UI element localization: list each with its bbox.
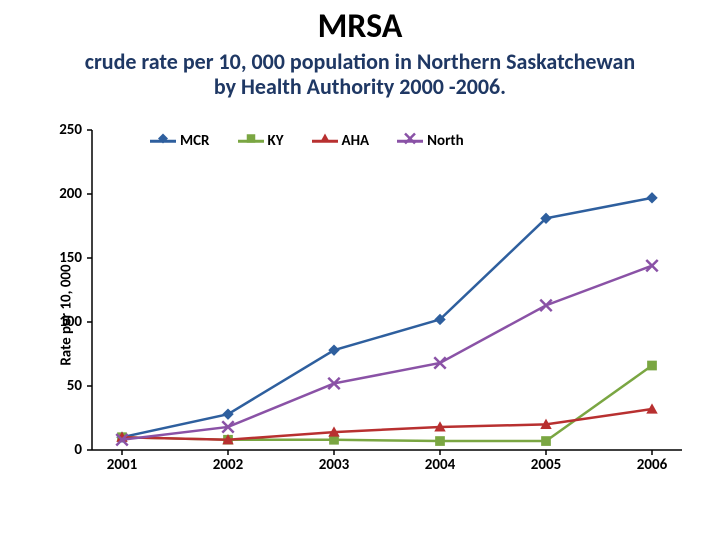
- y-tick-label: 50: [42, 377, 82, 395]
- x-tick-label: 2003: [319, 456, 349, 474]
- data-marker-ky: [435, 436, 445, 446]
- data-marker-north: [646, 260, 657, 271]
- y-tick-label: 100: [42, 313, 82, 331]
- line-chart-svg: [92, 130, 682, 450]
- chart-title: MRSA: [0, 0, 720, 47]
- x-tick-label: 2006: [637, 456, 667, 474]
- slide: MRSA crude rate per 10, 000 population i…: [0, 0, 720, 540]
- y-tick-label: 0: [42, 441, 82, 459]
- y-tick-label: 250: [42, 121, 82, 139]
- data-marker-ky: [647, 361, 657, 371]
- y-tick-label: 200: [42, 185, 82, 203]
- data-marker-north: [540, 300, 551, 311]
- subtitle-line-2: by Health Authority 2000 -2006.: [214, 73, 506, 100]
- data-marker-mcr: [646, 192, 657, 203]
- data-marker-mcr: [328, 344, 339, 355]
- data-marker-ky: [541, 436, 551, 446]
- y-tick-label: 150: [42, 249, 82, 267]
- chart-subtitle: crude rate per 10, 000 population in Nor…: [0, 47, 720, 100]
- x-tick-label: 2005: [531, 456, 561, 474]
- x-tick-label: 2001: [107, 456, 137, 474]
- data-marker-mcr: [222, 408, 233, 419]
- chart-area: Rate per 10, 000 MCR KY AHA North 050100…: [20, 130, 700, 500]
- x-tick-label: 2002: [213, 456, 243, 474]
- subtitle-line-1: crude rate per 10, 000 population in Nor…: [85, 48, 635, 75]
- plot-area: [92, 130, 682, 450]
- x-tick-label: 2004: [425, 456, 455, 474]
